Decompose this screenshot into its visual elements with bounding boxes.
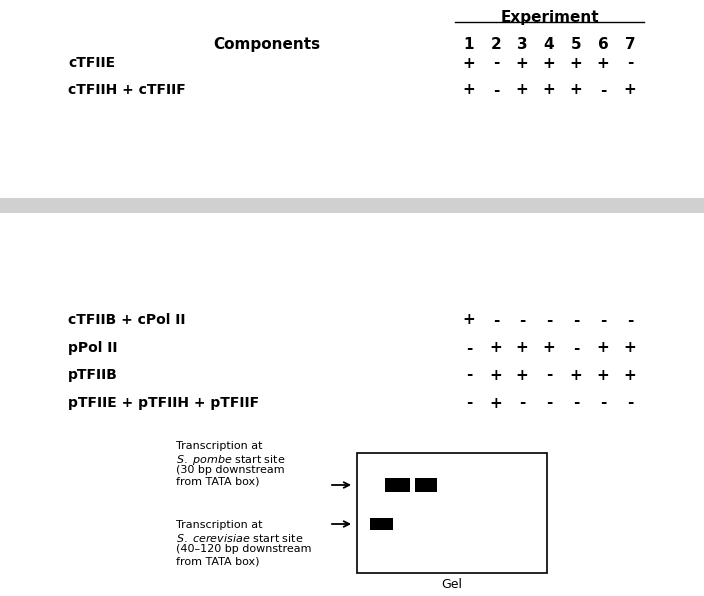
Text: -: - (546, 396, 552, 411)
Text: +: + (515, 55, 529, 70)
Text: 7: 7 (624, 37, 635, 52)
Text: 1: 1 (464, 37, 474, 52)
Text: (40–120 bp downstream: (40–120 bp downstream (176, 544, 311, 554)
Text: -: - (546, 368, 552, 383)
Text: -: - (573, 396, 579, 411)
Text: Transcription at: Transcription at (176, 441, 263, 451)
Text: -: - (466, 340, 472, 355)
Text: +: + (570, 82, 582, 98)
Text: -: - (493, 55, 499, 70)
Text: +: + (463, 82, 475, 98)
Text: Experiment: Experiment (500, 10, 599, 25)
Text: pTFIIE + pTFIIH + pTFIIF: pTFIIE + pTFIIH + pTFIIF (68, 396, 259, 410)
Text: +: + (596, 340, 610, 355)
Text: 6: 6 (598, 37, 608, 52)
Text: from TATA box): from TATA box) (176, 556, 260, 566)
Bar (370, 518, 393, 530)
Bar (357, 453, 547, 573)
Text: -: - (519, 312, 525, 327)
Text: pPol II: pPol II (68, 341, 118, 355)
Text: +: + (596, 368, 610, 383)
Text: from TATA box): from TATA box) (176, 477, 260, 487)
Text: +: + (624, 82, 636, 98)
Text: -: - (573, 312, 579, 327)
Text: $\it{S.\ cerevisiae}$ start site: $\it{S.\ cerevisiae}$ start site (176, 532, 303, 544)
Text: +: + (489, 396, 503, 411)
Text: +: + (463, 55, 475, 70)
Text: +: + (543, 340, 555, 355)
Text: 5: 5 (571, 37, 582, 52)
Text: +: + (543, 55, 555, 70)
Text: -: - (627, 55, 633, 70)
Text: -: - (466, 368, 472, 383)
Text: 2: 2 (491, 37, 501, 52)
Text: +: + (624, 340, 636, 355)
Text: +: + (596, 55, 610, 70)
Text: -: - (627, 312, 633, 327)
Text: +: + (570, 55, 582, 70)
Text: +: + (463, 312, 475, 327)
Text: -: - (573, 340, 579, 355)
Text: +: + (489, 368, 503, 383)
Text: +: + (515, 82, 529, 98)
Bar (385, 478, 410, 492)
Text: $\it{S.\ pombe}$ start site: $\it{S.\ pombe}$ start site (176, 453, 286, 467)
Text: pTFIIB: pTFIIB (68, 368, 118, 382)
Bar (0, 198, 704, 213)
Text: +: + (515, 368, 529, 383)
Text: Gel: Gel (441, 578, 463, 591)
Text: -: - (519, 396, 525, 411)
Text: -: - (493, 312, 499, 327)
Text: 4: 4 (543, 37, 554, 52)
Bar (415, 478, 437, 492)
Text: cTFIIH + cTFIIF: cTFIIH + cTFIIF (68, 83, 186, 97)
Text: Transcription at: Transcription at (176, 520, 263, 530)
Text: -: - (600, 82, 606, 98)
Text: -: - (600, 396, 606, 411)
Text: +: + (570, 368, 582, 383)
Text: -: - (627, 396, 633, 411)
Text: 3: 3 (517, 37, 527, 52)
Text: +: + (515, 340, 529, 355)
Text: (30 bp downstream: (30 bp downstream (176, 465, 284, 475)
Text: -: - (546, 312, 552, 327)
Text: cTFIIE: cTFIIE (68, 56, 115, 70)
Text: -: - (493, 82, 499, 98)
Text: +: + (543, 82, 555, 98)
Text: +: + (624, 368, 636, 383)
Text: cTFIIB + cPol II: cTFIIB + cPol II (68, 313, 185, 327)
Text: -: - (466, 396, 472, 411)
Text: +: + (489, 340, 503, 355)
Text: Components: Components (213, 37, 320, 52)
Text: -: - (600, 312, 606, 327)
